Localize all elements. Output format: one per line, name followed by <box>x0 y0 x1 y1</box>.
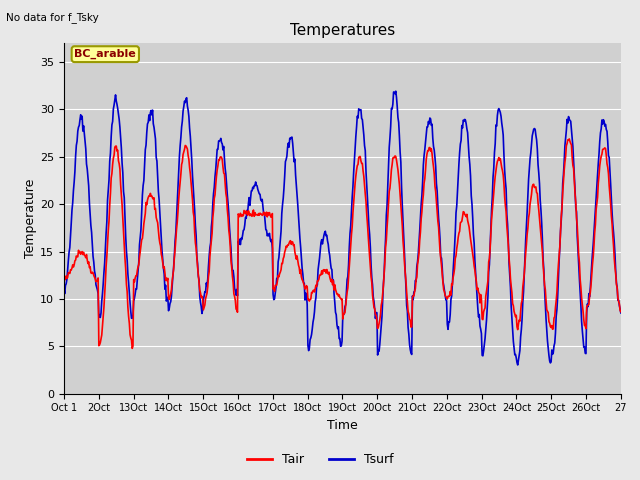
Tsurf <box>392 88 399 94</box>
Tair <box>228 274 236 279</box>
Tsurf <box>276 237 284 243</box>
Y-axis label: Temperature: Temperature <box>24 179 37 258</box>
Tsurf <box>432 163 440 169</box>
Tair <box>277 267 285 273</box>
Tsurf <box>125 290 133 296</box>
Tair <box>401 260 408 265</box>
Text: BC_arable: BC_arable <box>74 49 136 60</box>
Tsurf <box>401 250 408 256</box>
Tair <box>565 136 573 142</box>
Tsurf <box>228 261 236 266</box>
Tsurf <box>514 362 522 368</box>
Text: No data for f_Tsky: No data for f_Tsky <box>6 12 99 23</box>
Line: Tsurf: Tsurf <box>64 91 621 365</box>
Tair <box>617 309 625 314</box>
Tsurf <box>60 286 68 291</box>
Tair <box>432 189 440 194</box>
Title: Temperatures: Temperatures <box>290 23 395 38</box>
X-axis label: Time: Time <box>327 419 358 432</box>
Tair <box>256 210 264 216</box>
Tair <box>125 321 133 326</box>
Tsurf <box>255 191 263 197</box>
Legend: Tair, Tsurf: Tair, Tsurf <box>242 448 398 471</box>
Line: Tair: Tair <box>64 139 621 348</box>
Tair <box>60 276 68 282</box>
Tair <box>129 346 136 351</box>
Tsurf <box>617 310 625 316</box>
